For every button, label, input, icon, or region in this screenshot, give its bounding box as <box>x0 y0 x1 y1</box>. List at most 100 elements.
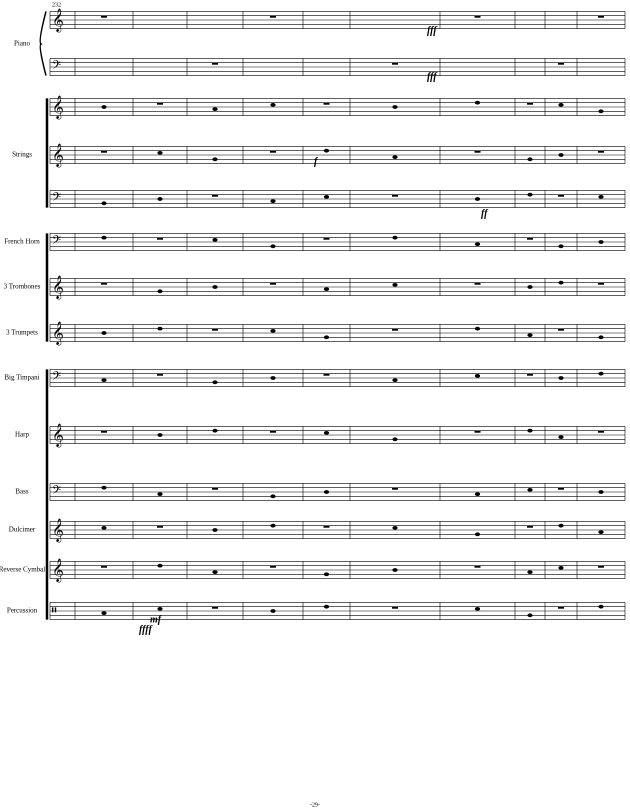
note-head <box>527 285 533 289</box>
rest <box>212 328 218 331</box>
rest <box>598 15 604 18</box>
note-head <box>212 380 218 385</box>
note-head <box>598 335 604 340</box>
instrument-name: French Horn <box>4 238 40 246</box>
note-head <box>392 282 398 287</box>
rest <box>392 487 398 490</box>
rest <box>101 150 107 153</box>
note-head <box>270 244 276 249</box>
note-head <box>157 150 163 155</box>
note-head <box>157 326 163 331</box>
rest <box>527 373 533 376</box>
note-head <box>157 433 163 437</box>
note-head <box>558 523 564 528</box>
note-head <box>474 242 481 247</box>
note-head <box>527 487 533 492</box>
rest <box>392 328 398 331</box>
rest <box>270 150 276 153</box>
rest <box>157 102 163 105</box>
dynamic: fff <box>427 71 438 82</box>
note-head <box>598 530 604 535</box>
note-head <box>157 197 163 201</box>
note-head <box>270 609 276 613</box>
note-head <box>474 100 481 105</box>
clef: 𝄞 <box>52 423 64 448</box>
clef: 𝄢 <box>52 370 61 386</box>
note-head <box>101 201 107 206</box>
note-head <box>474 326 481 331</box>
note-head <box>270 102 276 107</box>
staff: 𝄞 <box>49 423 626 448</box>
note-head <box>101 235 107 240</box>
staff: 𝄢 <box>49 233 626 251</box>
rest <box>558 606 564 609</box>
note-head <box>392 235 398 240</box>
rest <box>392 194 398 197</box>
note-head <box>558 153 564 157</box>
rest <box>101 430 107 433</box>
note-head <box>323 604 330 609</box>
note-head <box>598 109 604 114</box>
note-head <box>323 148 330 153</box>
note-head <box>270 199 276 204</box>
note-head <box>212 107 218 112</box>
note-head <box>558 280 564 285</box>
rest <box>474 565 481 568</box>
rest <box>270 565 276 568</box>
note-head <box>558 102 564 107</box>
staff: 𝄢 <box>49 483 626 501</box>
clef: 𝄞 <box>52 143 64 168</box>
note-head <box>101 378 107 383</box>
note-head <box>101 525 107 530</box>
note-head <box>527 157 533 162</box>
instrument-name: Big Timpani <box>4 374 39 382</box>
staff: 𝄞 <box>49 8 626 33</box>
note-head <box>157 606 163 611</box>
dynamic: ffff <box>139 624 153 635</box>
clef: 𝄞 <box>52 518 64 543</box>
note-head <box>212 570 218 575</box>
clef: 𝄞 <box>52 8 64 33</box>
staff: 𝄢 <box>49 369 626 387</box>
note-head <box>558 435 564 440</box>
rest <box>474 282 481 285</box>
rest <box>598 430 604 433</box>
note-head <box>270 328 276 333</box>
rest <box>323 237 330 240</box>
note-head <box>101 105 107 109</box>
clef: 𝄞 <box>52 321 64 346</box>
rest <box>323 373 330 376</box>
note-head <box>392 525 398 530</box>
rest <box>558 487 564 490</box>
note-head <box>598 604 604 609</box>
clef: 𝄢 <box>52 191 61 207</box>
dynamic: ff <box>481 208 489 219</box>
note-head <box>101 331 107 335</box>
note-head <box>270 494 276 499</box>
rest <box>101 282 107 285</box>
rest <box>558 62 564 65</box>
note-head <box>598 240 604 244</box>
rest <box>598 565 604 568</box>
note-head <box>392 437 398 442</box>
rest <box>270 282 276 285</box>
note-head <box>598 371 604 376</box>
staff: 𝄞 <box>49 321 626 346</box>
note-head <box>323 430 330 435</box>
note-head <box>527 613 533 618</box>
note-head <box>598 490 604 494</box>
note-head <box>392 155 398 160</box>
note-head <box>101 611 107 616</box>
note-head <box>323 194 330 199</box>
note-head <box>323 287 330 292</box>
instrument-name: Bass <box>15 488 29 496</box>
rest <box>101 565 107 568</box>
dynamic: fff <box>427 25 438 36</box>
note-head <box>474 532 481 537</box>
note-head <box>212 157 218 162</box>
rest <box>558 328 564 331</box>
staff: 𝄥 <box>49 602 626 620</box>
rest <box>558 194 564 197</box>
note-head <box>157 289 163 294</box>
